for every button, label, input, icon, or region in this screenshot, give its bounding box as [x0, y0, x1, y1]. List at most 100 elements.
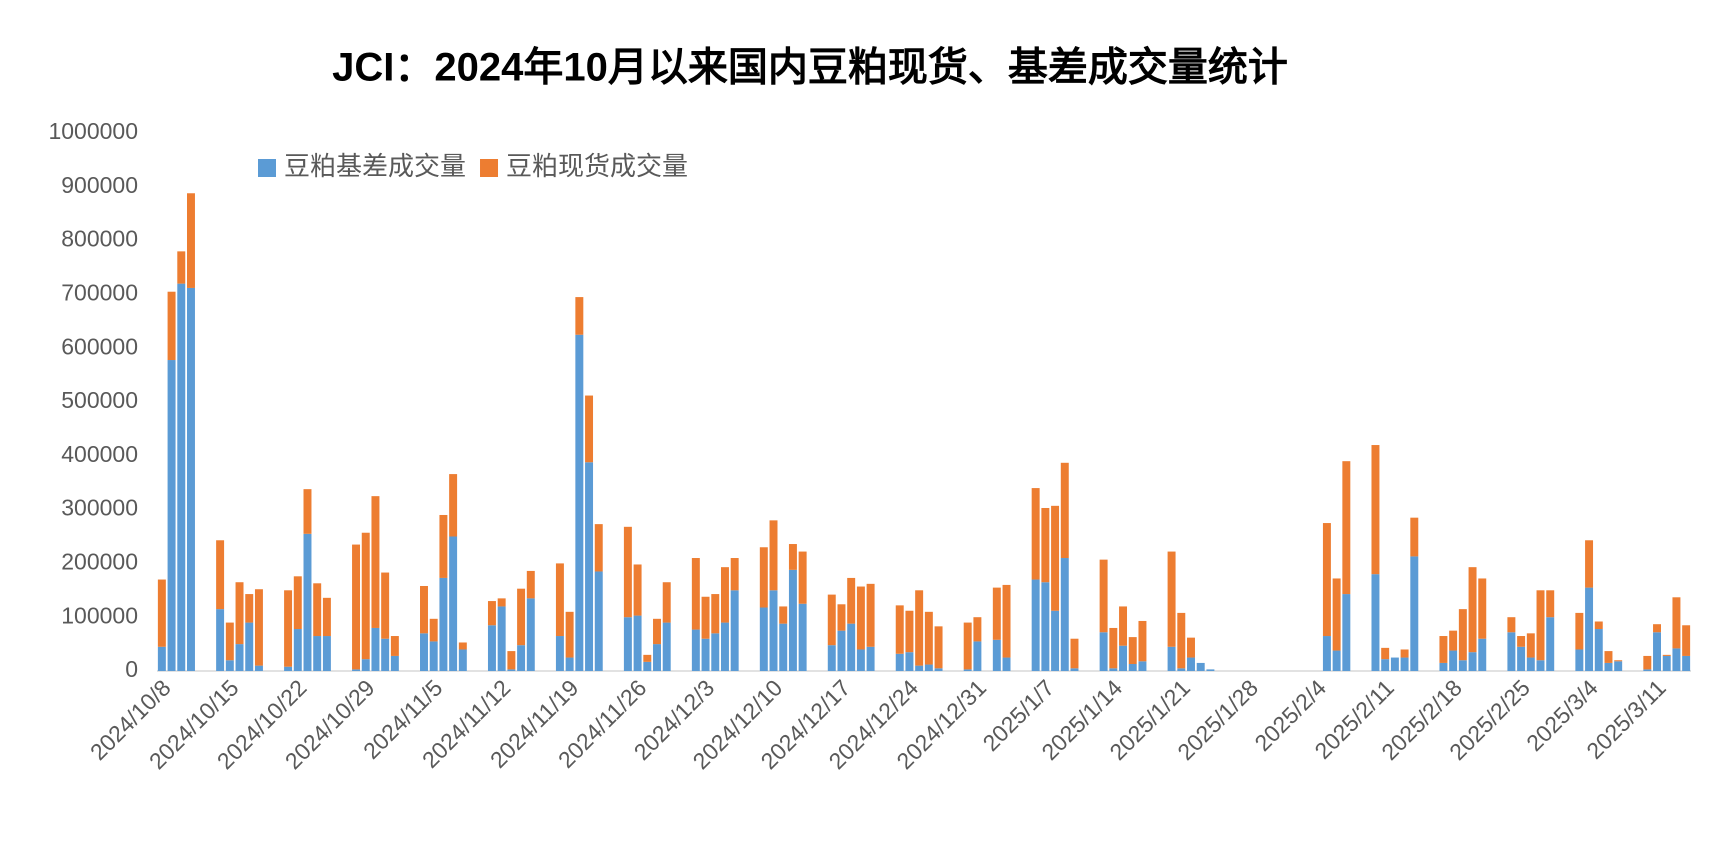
bar-segment: [662, 622, 671, 671]
bar-segment: [507, 669, 516, 671]
bar-segment: [167, 360, 176, 671]
bar-segment: [1526, 657, 1535, 671]
bar-segment: [1177, 612, 1186, 669]
y-tick-label: 900000: [61, 172, 138, 198]
y-tick-label: 700000: [61, 279, 138, 305]
bar-segment: [449, 536, 458, 671]
bar-segment: [439, 514, 448, 578]
bar-segment: [167, 291, 176, 361]
bar-segment: [245, 594, 254, 623]
bar-segment: [769, 520, 778, 591]
bar-segment: [594, 571, 603, 671]
bar-segment: [1041, 507, 1050, 583]
bar-segment: [1187, 637, 1195, 658]
bar-segment: [1070, 638, 1079, 669]
bar-segment: [1468, 652, 1477, 671]
bar-segment: [847, 577, 856, 624]
bar-segment: [1167, 551, 1176, 647]
bar-segment: [1099, 559, 1108, 633]
bar-segment: [187, 193, 195, 288]
bar-segment: [439, 577, 448, 671]
bar-segment: [730, 558, 739, 591]
bar-segment: [313, 583, 322, 637]
bar-segment: [1585, 540, 1594, 588]
bar-segment: [585, 395, 594, 463]
bar-segment: [798, 551, 807, 604]
bar-segment: [1371, 445, 1380, 575]
bar-segment: [837, 604, 846, 631]
bar-segment: [1478, 578, 1487, 639]
bar-segment: [1682, 655, 1691, 671]
bar-segment: [895, 653, 904, 671]
bar-segment: [691, 629, 700, 671]
bar-segment: [623, 526, 632, 618]
bar-segment: [1604, 651, 1613, 663]
bar-segment: [856, 586, 865, 650]
bar-segment: [769, 590, 778, 671]
bar-segment: [1060, 462, 1069, 559]
bar-segment: [759, 607, 768, 671]
bar-segment: [1439, 636, 1448, 663]
bar-segment: [1119, 645, 1128, 671]
bar-segment: [575, 297, 584, 335]
bar-segment: [992, 587, 1001, 640]
bar-segment: [1332, 650, 1341, 671]
bar-segment: [1546, 617, 1555, 671]
bar-segment: [517, 588, 526, 646]
bar-segment: [924, 611, 933, 665]
bar-segment: [1526, 633, 1535, 658]
bar-segment: [361, 659, 370, 671]
bar-segment: [585, 462, 594, 671]
legend-label: 豆粕基差成交量: [284, 151, 466, 181]
bar-segment: [720, 622, 729, 671]
bar-segment: [1575, 612, 1584, 650]
bar-segment: [1458, 609, 1467, 661]
bar-segment: [1594, 621, 1603, 630]
bar-segment: [1119, 606, 1128, 646]
bar-segment: [1060, 558, 1069, 671]
bar-segment: [565, 611, 574, 658]
bar-segment: [1332, 578, 1341, 651]
bar-segment: [352, 669, 361, 671]
bar-segment: [254, 665, 263, 671]
bar-segment: [643, 661, 652, 671]
bar-segment: [633, 564, 642, 616]
bar-segment: [1400, 649, 1409, 658]
legend-swatch: [480, 159, 499, 177]
y-tick-label: 200000: [61, 548, 138, 574]
bar-segment: [653, 618, 661, 645]
bar-segment: [352, 544, 361, 670]
bar-segment: [1002, 584, 1011, 658]
y-tick-label: 300000: [61, 495, 138, 521]
bar-segment: [788, 569, 797, 671]
y-tick-label: 600000: [61, 333, 138, 359]
bar-segment: [293, 629, 302, 671]
bar-segment: [798, 603, 807, 671]
chart-title: JCI：2024年10月以来国内豆粕现货、基差成交量统计: [332, 46, 1288, 90]
bar-segment: [915, 590, 924, 666]
bar-segment: [1109, 627, 1118, 669]
bar-segment: [507, 651, 516, 670]
bar-segment: [322, 636, 331, 671]
bar-segment: [235, 644, 244, 671]
bar-segment: [487, 625, 496, 671]
bar-segment: [1322, 523, 1331, 637]
bar-segment: [992, 639, 1001, 671]
bar-segment: [827, 594, 836, 646]
bar-segment: [313, 636, 322, 671]
bar-segment: [1187, 657, 1195, 671]
bar-segment: [1381, 659, 1390, 671]
bar-segment: [1517, 636, 1526, 647]
bar-segment: [711, 633, 720, 671]
bar-segment: [458, 649, 467, 671]
bar-segment: [915, 665, 924, 671]
bar-segment: [1109, 668, 1118, 671]
bar-segment: [235, 582, 244, 645]
bar-segment: [1585, 587, 1594, 671]
bar-segment: [381, 572, 390, 639]
bar-segment: [1478, 638, 1487, 671]
bar-segment: [662, 582, 671, 623]
bar-segment: [1517, 646, 1526, 671]
bar-segment: [449, 474, 458, 537]
